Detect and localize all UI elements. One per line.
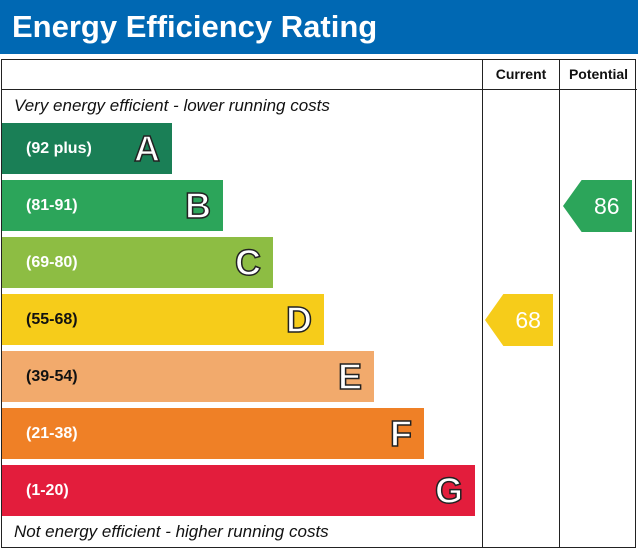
band-range: (1-20) <box>26 482 69 499</box>
band-bar-f: (21-38) F <box>2 408 424 459</box>
divider <box>482 59 483 548</box>
top-note: Very energy efficient - lower running co… <box>14 96 330 115</box>
divider <box>1 89 637 90</box>
band-letter: F <box>389 412 413 455</box>
band-range: (39-54) <box>26 368 78 385</box>
band-letter: G <box>434 469 464 512</box>
band-letter: A <box>133 127 161 170</box>
band-bar-g: (1-20) G <box>2 465 475 516</box>
current-rating-value: 68 <box>515 307 541 333</box>
band-bar-a: (92 plus) A <box>2 123 172 174</box>
band-bar-e: (39-54) E <box>2 351 374 402</box>
band-letter: E <box>337 355 363 398</box>
divider <box>559 59 560 548</box>
band-range: (55-68) <box>26 311 78 328</box>
band-bar-d: (55-68) D <box>2 294 324 345</box>
band-range: (81-91) <box>26 197 78 214</box>
potential-column-header: Potential <box>568 66 629 82</box>
band-letter: D <box>285 298 313 341</box>
current-column-header: Current <box>495 66 547 82</box>
band-letter: C <box>234 241 262 284</box>
band-range: (69-80) <box>26 254 78 271</box>
band-letter: B <box>184 184 212 227</box>
band-bar-b: (81-91) B <box>2 180 223 231</box>
rating-table <box>1 59 636 548</box>
potential-rating-value: 86 <box>594 193 620 219</box>
bottom-note: Not energy efficient - higher running co… <box>14 522 329 541</box>
band-bar-c: (69-80) C <box>2 237 273 288</box>
page-title: Energy Efficiency Rating <box>0 0 638 54</box>
band-range: (92 plus) <box>26 140 92 157</box>
band-range: (21-38) <box>26 425 78 442</box>
